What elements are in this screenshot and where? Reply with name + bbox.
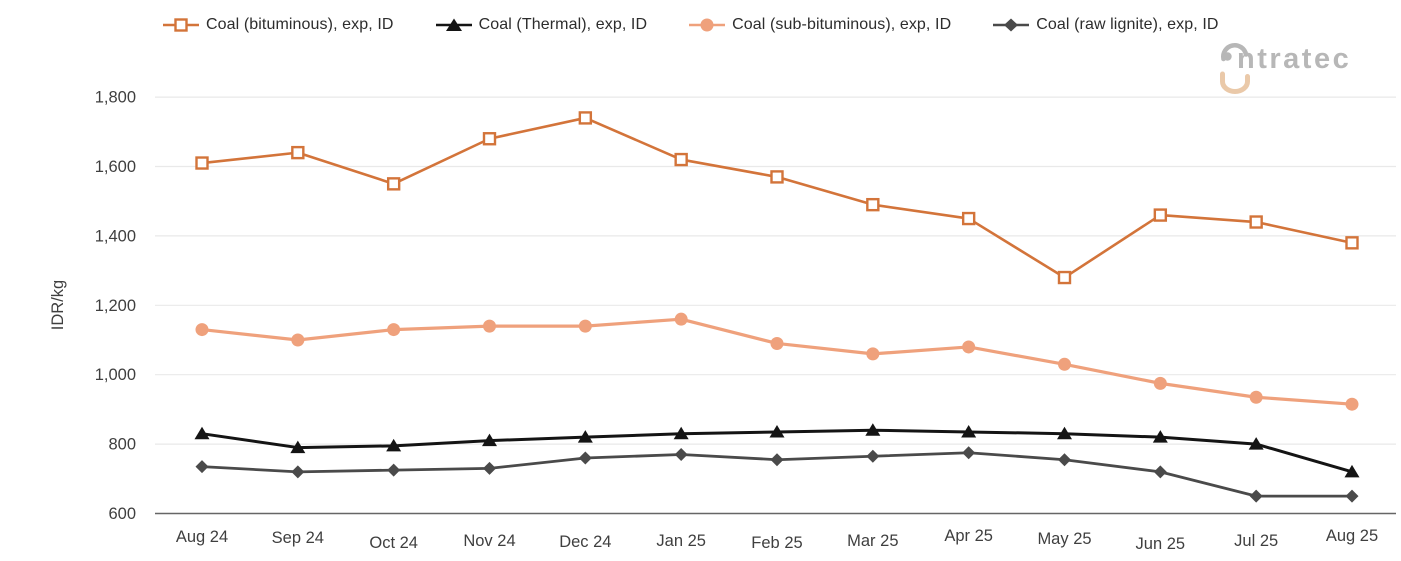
legend-label: Coal (sub-bituminous), exp, ID <box>732 16 952 33</box>
y-tick-label: 1,000 <box>95 366 136 384</box>
y-tick-label: 1,600 <box>95 158 136 176</box>
intratec-logo: ntratec <box>1213 38 1388 98</box>
series-coal-thermal-exp-id <box>194 423 1360 478</box>
x-tick-label: Mar 25 <box>847 532 898 550</box>
x-tick-label: Nov 24 <box>463 532 515 550</box>
x-tick-label: Apr 25 <box>944 527 993 545</box>
x-tick-label: Sep 24 <box>272 529 324 547</box>
intratec-logo-text: ntratec <box>1237 43 1352 75</box>
legend-item-coal-raw-lignite-exp-id[interactable]: Coal (raw lignite), exp, ID <box>993 16 1218 34</box>
legend-item-coal-sub-bituminous-exp-id[interactable]: Coal (sub-bituminous), exp, ID <box>689 16 951 34</box>
circle-legend-icon <box>689 18 726 32</box>
triangle-legend-icon <box>435 18 472 31</box>
series-coal-sub-bituminous-exp-id <box>195 312 1359 411</box>
y-tick-label: 1,400 <box>95 227 136 245</box>
chart-legend: Coal (bituminous), exp, ID Coal (Thermal)… <box>163 16 1219 34</box>
x-tick-label: May 25 <box>1037 530 1091 548</box>
x-tick-label: Jan 25 <box>656 532 706 550</box>
series-coal-bituminous-exp-id <box>195 111 1359 285</box>
y-tick-label: 800 <box>108 436 136 454</box>
x-tick-label: Oct 24 <box>369 534 418 552</box>
y-tick-label: 1,800 <box>95 89 136 107</box>
x-tick-label: Dec 24 <box>559 533 611 551</box>
intratec-logo-icon <box>1220 43 1250 94</box>
x-tick-label: Jul 25 <box>1234 532 1278 550</box>
legend-item-coal-bituminous-exp-id[interactable]: Coal (bituminous), exp, ID <box>163 16 394 34</box>
open-square-legend-icon <box>163 18 199 32</box>
y-tick-label: 600 <box>108 505 136 523</box>
diamond-legend-icon <box>993 18 1030 32</box>
x-tick-label: Jun 25 <box>1136 535 1186 553</box>
x-tick-label: Aug 24 <box>176 528 228 546</box>
legend-label: Coal (bituminous), exp, ID <box>206 16 394 33</box>
legend-label: Coal (raw lignite), exp, ID <box>1036 16 1219 33</box>
legend-label: Coal (Thermal), exp, ID <box>478 16 648 33</box>
y-axis-title: IDR/kg <box>49 280 67 330</box>
x-tick-label: Aug 25 <box>1326 527 1378 545</box>
x-tick-label: Feb 25 <box>751 534 802 552</box>
series-coal-raw-lignite-exp-id <box>195 446 1359 503</box>
y-tick-label: 1,200 <box>95 297 136 315</box>
legend-item-coal-thermal-exp-id[interactable]: Coal (Thermal), exp, ID <box>435 16 648 34</box>
